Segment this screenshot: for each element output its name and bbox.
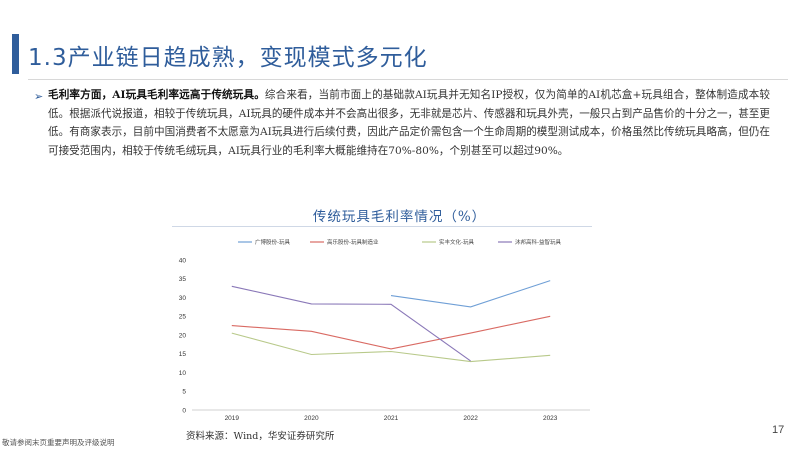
line-chart: 广博股份-玩具 高乐股份-玩具制造业 实丰文化-玩具 沐邦高科-益智玩具 0 5 10 15… [179,238,590,422]
bullet-arrow-icon: ➢ [34,90,44,103]
y-tick-label: 15 [179,351,187,358]
x-tick-label: 2022 [463,415,478,422]
y-axis: 0 5 10 15 20 25 30 35 40 [179,257,187,414]
chart-series [231,280,551,363]
y-tick-label: 35 [179,276,187,283]
series-line [231,315,551,350]
x-tick-label: 2019 [225,415,240,422]
body-paragraph: 毛利率方面，AI玩具毛利率远高于传统玩具。综合来看，当前市面上的基础款AI玩具并… [48,86,770,160]
legend-label: 实丰文化-玩具 [439,238,474,246]
legend-label: 广博股份-玩具 [255,238,290,246]
x-tick-label: 2021 [384,415,399,422]
chart-source: 资料来源：Wind，华安证券研究所 [186,431,335,442]
legend-label: 沐邦高科-益智玩具 [515,238,561,246]
title-divider [28,79,788,80]
title-accent-bar [12,34,19,74]
y-tick-label: 10 [179,370,187,377]
chart-title-divider [172,226,592,227]
chart-title: 传统玩具毛利率情况（%） [312,209,487,225]
series-line [231,332,551,363]
series-line [231,285,471,362]
series-line [390,280,551,308]
y-tick-label: 20 [179,332,187,339]
chart-legend: 广博股份-玩具 高乐股份-玩具制造业 实丰文化-玩具 沐邦高科-益智玩具 [238,238,561,246]
disclaimer: 敬请参阅末页重要声明及评级说明 [2,438,115,447]
body-lead: 毛利率方面，AI玩具毛利率远高于传统玩具。 [48,89,265,101]
y-tick-label: 40 [179,257,187,264]
y-tick-label: 5 [182,389,186,396]
y-tick-label: 30 [179,295,187,302]
x-axis: 2019 2020 2021 2022 2023 [192,409,590,422]
legend-label: 高乐股份-玩具制造业 [327,238,379,246]
page-title: 1.3产业链日趋成熟，变现模式多元化 [28,45,428,71]
y-tick-label: 25 [179,314,187,321]
y-tick-label: 0 [182,407,186,414]
x-tick-label: 2020 [304,415,319,422]
body-text: 综合来看，当前市面上的基础款AI玩具并无知名IP授权，仅为简单的AI机芯盒+玩具… [48,89,770,157]
page-number: 17 [772,424,785,436]
x-tick-label: 2023 [543,415,558,422]
